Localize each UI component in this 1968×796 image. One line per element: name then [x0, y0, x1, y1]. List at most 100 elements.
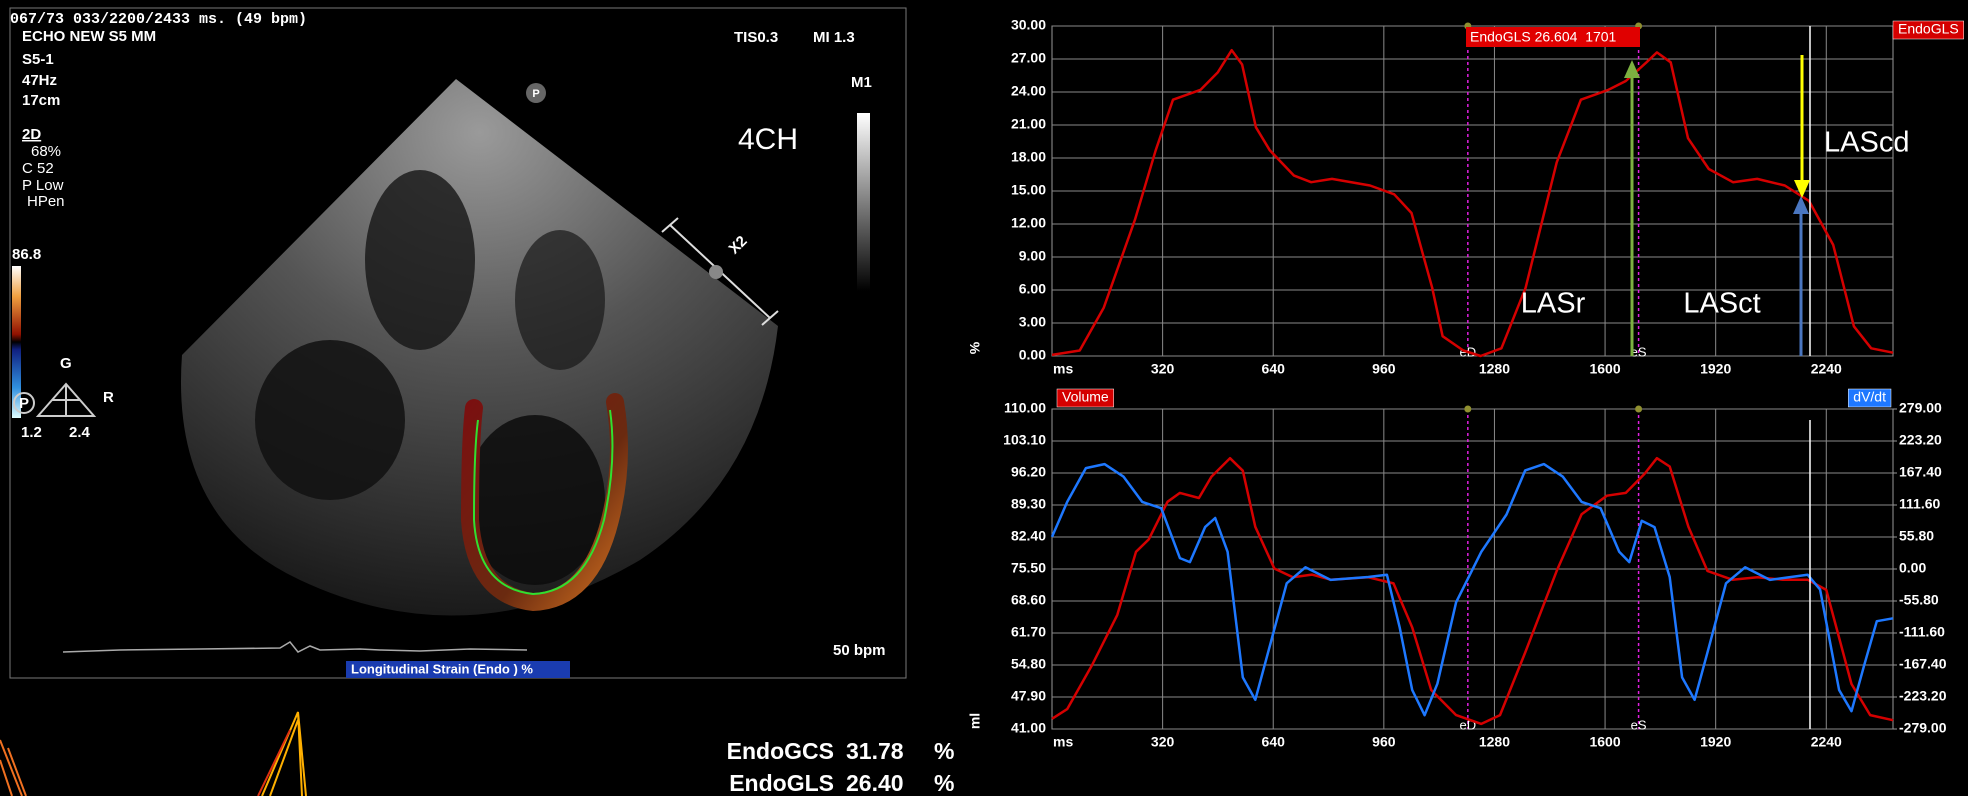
series-line — [1051, 48, 1894, 358]
y2-tick-label: 55.80 — [1899, 528, 1934, 544]
endo-border — [472, 409, 614, 596]
mode-setting: 68% — [31, 143, 61, 160]
y-tick-label: 61.70 — [1011, 624, 1046, 640]
depth-marker — [709, 265, 723, 279]
y-tick-label: 89.30 — [1011, 496, 1046, 512]
scale-max: 86.8 — [12, 246, 41, 263]
mode-setting: P Low — [22, 177, 64, 194]
y-tick-label: 24.00 — [1011, 83, 1046, 99]
x-tick-label: 960 — [1372, 734, 1396, 750]
gain-icon — [35, 382, 97, 417]
y-axis-label: ml — [967, 713, 983, 729]
probe-info: S5-1 — [22, 51, 54, 68]
g-value: 1.2 — [21, 424, 42, 441]
legend-box — [1848, 388, 1892, 408]
p-label: P — [19, 395, 29, 412]
depth-marker — [761, 310, 779, 326]
map: M1 — [851, 74, 872, 91]
tis: TIS0.3 — [734, 29, 778, 46]
y-tick-label: 103.10 — [1003, 432, 1046, 448]
event-marker — [1635, 405, 1643, 413]
las-arrow-head — [1794, 180, 1810, 198]
echo-panel: X2 P 067/73 033/2200/2433 ms. (49 bpm) E… — [9, 7, 907, 679]
y2-tick-label: -111.60 — [1899, 624, 1945, 640]
measure-name: EndoGLS — [729, 770, 834, 796]
y-tick-label: 27.00 — [1011, 50, 1046, 66]
measure-unit: % — [934, 770, 954, 796]
y2-tick-label: -167.40 — [1899, 656, 1947, 672]
x-tick-label: 320 — [1151, 734, 1175, 750]
y-tick-label: 47.90 — [1011, 688, 1046, 704]
x-tick-label: 1600 — [1589, 361, 1620, 377]
y2-tick-label: 223.20 — [1899, 432, 1942, 448]
depth-marker — [661, 217, 679, 233]
y-tick-label: 3.00 — [1019, 314, 1046, 330]
y-axis-label: % — [967, 341, 983, 354]
r-label: R — [103, 389, 114, 406]
cursor-label: EndoGLS 26.604 1701 — [1470, 29, 1617, 45]
p-circle — [13, 392, 35, 414]
y2-tick-label: 279.00 — [1899, 400, 1942, 416]
echo-header: 067/73 033/2200/2433 ms. (49 bpm) — [10, 11, 307, 28]
x-tick-label: 2240 — [1811, 361, 1842, 377]
measure-name: EndoGCS — [727, 738, 834, 764]
y-tick-label: 15.00 — [1011, 182, 1046, 198]
y2-tick-label: -55.80 — [1899, 592, 1939, 608]
y-tick-label: 110.00 — [1004, 400, 1046, 416]
probe-info: 47Hz — [22, 72, 57, 89]
gain-label: G — [60, 355, 72, 372]
legend-label: Volume — [1062, 389, 1109, 405]
las-label: LASct — [1683, 288, 1760, 320]
x-tick-label: 960 — [1372, 361, 1396, 377]
trace — [261, 711, 307, 796]
x-tick-label: 1920 — [1700, 361, 1731, 377]
probe-marker: P — [532, 88, 539, 100]
y-tick-label: 30.00 — [1011, 17, 1046, 33]
las-arrow-head — [1793, 196, 1809, 214]
view-label: 4CH — [738, 123, 798, 156]
probe-marker-circle — [526, 83, 546, 103]
echo-header: ECHO NEW S5 MM — [22, 28, 156, 45]
las-label: LAScd — [1824, 127, 1909, 159]
legend-label: dV/dt — [1853, 389, 1886, 405]
probe-info: 17cm — [22, 92, 60, 109]
las-arrow-head — [1624, 60, 1640, 78]
las-label: LASr — [1521, 288, 1586, 320]
trace — [0, 739, 27, 796]
y-tick-label: 21.00 — [1011, 116, 1046, 132]
y-tick-label: 9.00 — [1019, 248, 1046, 264]
y2-tick-label: -223.20 — [1899, 688, 1947, 704]
y2-tick-label: 0.00 — [1899, 560, 1926, 576]
event-marker — [1464, 405, 1472, 413]
y-tick-label: 0.00 — [1019, 347, 1046, 363]
mode-setting: HPen — [27, 193, 65, 210]
event-label: eS — [1631, 344, 1647, 359]
x-tick-label: 640 — [1262, 361, 1286, 377]
mi: MI 1.3 — [813, 29, 855, 46]
event-label: eS — [1631, 717, 1647, 732]
measure-value: 26.40 — [846, 770, 904, 796]
g-value: 2.4 — [69, 424, 91, 441]
y-tick-label: 12.00 — [1011, 215, 1046, 231]
charts: 0.00 3.00 6.00 9.00 12.00 15.00 18.00 21.00 24.0… — [967, 17, 1964, 750]
chamber — [255, 340, 405, 500]
x-tick-label: 1280 — [1479, 361, 1510, 377]
y-tick-label: 68.60 — [1011, 592, 1046, 608]
chamber — [465, 415, 605, 585]
annotations: EndoGLS 26.604 1701 LASr LAScd LASct — [1466, 26, 1909, 729]
y-tick-label: 6.00 — [1019, 281, 1046, 297]
overlay-label: Longitudinal Strain (Endo ) % — [351, 661, 533, 676]
y-tick-label: 41.00 — [1011, 720, 1046, 736]
partial-traces — [0, 711, 307, 796]
y-tick-label: 54.80 — [1011, 656, 1046, 672]
legend-box — [1892, 20, 1964, 40]
legend-label: EndoGLS — [1898, 21, 1959, 37]
x-tick-label: 2240 — [1811, 734, 1842, 750]
gray-bar — [857, 113, 870, 291]
y2-tick-label: 111.60 — [1899, 496, 1940, 512]
y-tick-label: 75.50 — [1011, 560, 1046, 576]
y2-tick-label: -279.00 — [1899, 720, 1947, 736]
chamber — [515, 230, 605, 370]
